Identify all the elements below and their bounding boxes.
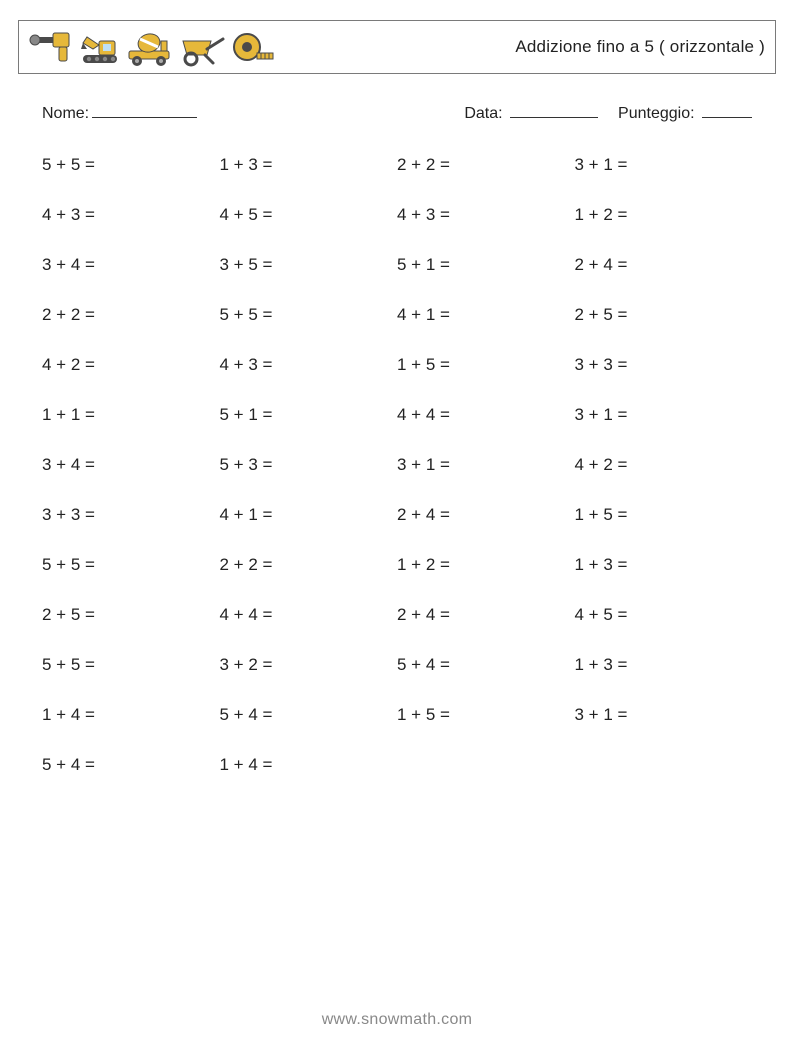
problem-cell[interactable]: 3 + 1 = (575, 405, 753, 425)
problem-cell[interactable]: 1 + 2 = (575, 205, 753, 225)
problem-cell[interactable]: 2 + 2 = (397, 155, 575, 175)
problem-cell[interactable]: 3 + 2 = (220, 655, 398, 675)
problem-cell[interactable]: 2 + 4 = (397, 505, 575, 525)
drill-icon (29, 27, 73, 67)
score-blank[interactable] (702, 104, 752, 118)
footer-url: www.snowmath.com (0, 1011, 794, 1029)
problem-cell[interactable]: 3 + 1 = (575, 705, 753, 725)
problem-cell[interactable]: 3 + 5 = (220, 255, 398, 275)
tape-measure-icon (231, 27, 275, 67)
problem-cell[interactable]: 4 + 5 = (575, 605, 753, 625)
score-label: Punteggio: (618, 105, 695, 122)
worksheet-title: Addizione fino a 5 ( orizzontale ) (515, 37, 765, 57)
meta-date: Data: (464, 104, 598, 123)
problem-cell[interactable]: 4 + 3 = (42, 205, 220, 225)
problem-cell[interactable]: 5 + 5 = (220, 305, 398, 325)
problem-cell[interactable]: 3 + 3 = (42, 505, 220, 525)
problem-cell[interactable]: 5 + 5 = (42, 555, 220, 575)
problem-cell[interactable]: 3 + 3 = (575, 355, 753, 375)
cement-mixer-icon (127, 27, 171, 67)
problem-cell[interactable]: 2 + 5 = (42, 605, 220, 625)
excavator-icon (79, 27, 121, 67)
problem-cell[interactable]: 4 + 3 = (220, 355, 398, 375)
problem-cell[interactable]: 4 + 2 = (575, 455, 753, 475)
problem-cell[interactable]: 1 + 3 = (575, 555, 753, 575)
problem-cell[interactable]: 3 + 4 = (42, 455, 220, 475)
problem-cell[interactable]: 1 + 5 = (397, 705, 575, 725)
problem-cell[interactable]: 1 + 3 = (575, 655, 753, 675)
problem-cell[interactable]: 2 + 4 = (397, 605, 575, 625)
problem-cell[interactable]: 5 + 5 = (42, 155, 220, 175)
problem-cell[interactable]: 5 + 1 = (220, 405, 398, 425)
header-box: Addizione fino a 5 ( orizzontale ) (18, 20, 776, 74)
problem-cell[interactable]: 4 + 2 = (42, 355, 220, 375)
problem-cell[interactable]: 3 + 1 = (397, 455, 575, 475)
problem-cell[interactable]: 1 + 2 = (397, 555, 575, 575)
name-blank[interactable] (92, 104, 197, 118)
problem-cell[interactable]: 2 + 2 = (220, 555, 398, 575)
problem-cell[interactable]: 2 + 5 = (575, 305, 753, 325)
problem-cell[interactable]: 1 + 4 = (220, 755, 398, 775)
problem-cell[interactable]: 4 + 4 = (397, 405, 575, 425)
problem-cell[interactable]: 5 + 4 = (220, 705, 398, 725)
problem-cell[interactable]: 5 + 5 = (42, 655, 220, 675)
problems-grid: 5 + 5 =1 + 3 =2 + 2 =3 + 1 =4 + 3 =4 + 5… (42, 155, 752, 775)
problem-cell[interactable]: 1 + 4 = (42, 705, 220, 725)
meta-row: Nome: Data: Punteggio: (42, 104, 752, 123)
problem-cell[interactable]: 5 + 4 = (397, 655, 575, 675)
meta-name: Nome: (42, 104, 197, 123)
date-label: Data: (464, 105, 502, 122)
problem-cell[interactable]: 2 + 2 = (42, 305, 220, 325)
problem-cell[interactable]: 3 + 1 = (575, 155, 753, 175)
problem-cell[interactable]: 1 + 5 = (397, 355, 575, 375)
problem-cell[interactable]: 1 + 3 = (220, 155, 398, 175)
wheelbarrow-icon (177, 27, 225, 67)
problem-cell[interactable]: 5 + 3 = (220, 455, 398, 475)
problem-cell[interactable]: 5 + 1 = (397, 255, 575, 275)
name-label: Nome: (42, 105, 89, 123)
problem-cell[interactable]: 3 + 4 = (42, 255, 220, 275)
header-icons (29, 27, 275, 67)
worksheet-page: Addizione fino a 5 ( orizzontale ) Nome:… (0, 0, 794, 1053)
meta-score: Punteggio: (618, 104, 752, 123)
problem-cell[interactable]: 1 + 1 = (42, 405, 220, 425)
problem-cell[interactable]: 4 + 4 = (220, 605, 398, 625)
problem-cell[interactable]: 2 + 4 = (575, 255, 753, 275)
problem-cell[interactable]: 4 + 3 = (397, 205, 575, 225)
problem-cell[interactable]: 1 + 5 = (575, 505, 753, 525)
problem-cell[interactable]: 4 + 1 = (397, 305, 575, 325)
problem-cell[interactable]: 4 + 5 = (220, 205, 398, 225)
problem-cell[interactable]: 5 + 4 = (42, 755, 220, 775)
date-blank[interactable] (510, 104, 598, 118)
problem-cell[interactable]: 4 + 1 = (220, 505, 398, 525)
